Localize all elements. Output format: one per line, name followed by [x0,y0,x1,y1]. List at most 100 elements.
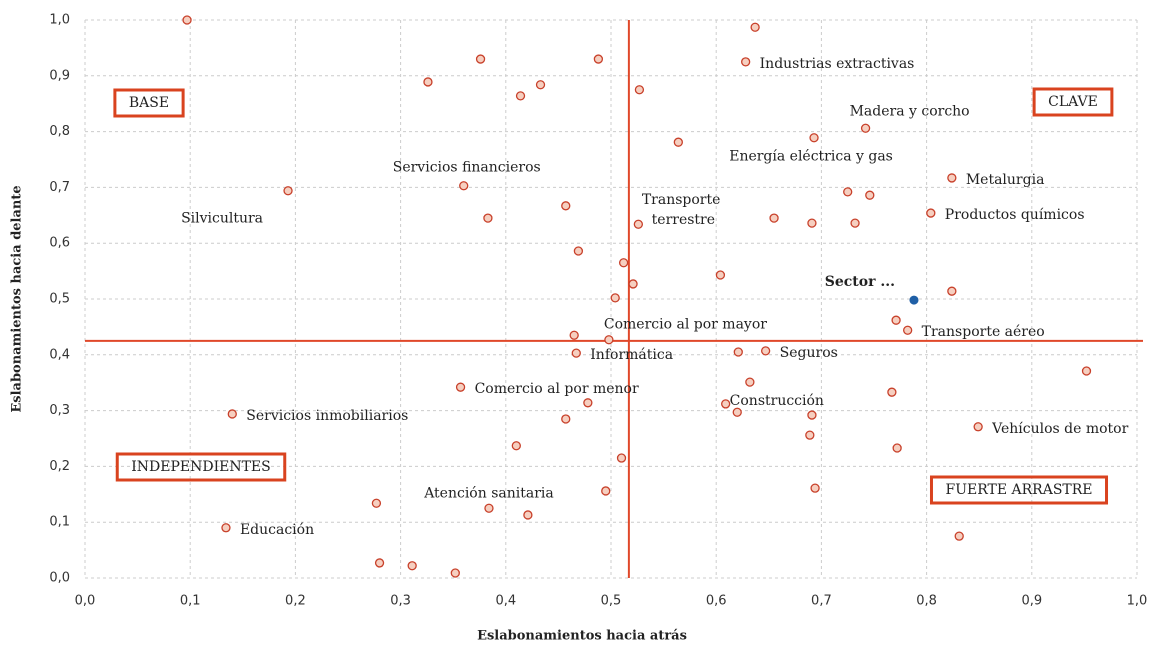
point [634,85,645,95]
point [760,346,771,356]
point [450,568,460,578]
point [807,410,817,420]
point-label: Metalurgia [966,172,1045,188]
point [807,218,817,228]
point [673,137,683,147]
y-tick-label: 0,1 [49,515,70,530]
point-label: Industrias extractivas [760,56,915,72]
point [926,208,936,218]
x-tick-label: 1,0 [1127,594,1148,609]
point [954,531,964,541]
point-label: Transporte aéreo [922,324,1045,340]
x-tick-label: 0,1 [180,594,201,609]
point [571,348,581,358]
point [860,123,871,133]
point-label: Comercio al por menor [475,381,639,397]
y-tick-label: 0,6 [49,236,70,251]
point [601,486,611,496]
point [455,382,466,392]
quadrant-label: BASE [129,95,169,111]
x-tick-label: 0,3 [390,594,411,609]
point [423,77,433,87]
quadrant-label: INDEPENDIENTES [131,459,271,475]
point [610,293,620,303]
point [616,453,627,463]
point-label: Atención sanitaria [423,485,554,501]
point [745,377,755,387]
point [750,22,760,32]
highlight-point [909,295,919,305]
point [715,270,726,280]
point [809,133,819,143]
point [593,54,604,64]
point [903,325,913,335]
x-tick-label: 0,5 [601,594,622,609]
point [805,430,815,440]
x-tick-label: 0,2 [285,594,306,609]
point [865,190,875,200]
point-label: Servicios inmobiliarios [246,408,408,424]
point [371,498,382,508]
highlight-label: Sector ... [825,274,895,290]
point-label: Seguros [780,345,838,361]
point [1081,366,1092,376]
point [633,219,644,229]
point [523,510,533,520]
point [484,503,494,513]
point [721,399,731,409]
point [733,347,743,357]
y-tick-label: 0,5 [49,292,70,307]
point [573,246,584,256]
point [628,279,638,289]
x-tick-label: 0,6 [706,594,727,609]
point [182,15,192,25]
point-label: Servicios financieros [393,160,541,176]
y-tick-label: 0,8 [49,124,70,139]
point [604,335,614,345]
point [459,181,469,191]
point [583,398,593,408]
point-label: Energía eléctrica y gas [729,149,893,165]
point-label: Comercio al por mayor [604,317,767,333]
point [221,523,231,533]
x-axis-title: Eslabonamientos hacia atrás [477,629,687,644]
point [483,213,493,223]
point [618,258,629,268]
point [887,387,897,397]
point [947,173,957,183]
point [227,409,237,419]
y-tick-label: 0,3 [49,403,70,418]
point [407,561,417,571]
point [891,315,901,325]
y-tick-label: 0,7 [49,180,70,195]
y-tick-label: 1,0 [49,13,70,28]
point-label: Transporte terrestre [642,192,725,228]
y-tick-label: 0,4 [49,347,70,362]
point [843,187,853,197]
point [892,443,902,453]
point [569,330,579,340]
x-tick-label: 0,0 [75,594,96,609]
point-label: Educación [240,522,314,538]
point [561,414,571,424]
point [515,91,526,101]
point [769,213,779,223]
quadrant-box [113,88,185,118]
point-label: Vehículos de motor [991,421,1128,437]
point [475,54,486,64]
point-label: Informática [590,347,673,363]
point-label: Construcción [730,393,824,409]
y-tick-label: 0,2 [49,459,70,474]
x-tick-label: 0,4 [495,594,516,609]
point [283,186,293,196]
point [947,286,957,296]
quadrant-box [115,452,287,482]
quadrant-box [1032,87,1114,117]
y-axis-title: Eslabonamientos hacia delante [10,185,25,412]
point [561,201,571,211]
point-label: Silvicultura [181,211,263,227]
x-tick-label: 0,9 [1021,594,1042,609]
point [374,558,385,568]
point [741,57,751,67]
